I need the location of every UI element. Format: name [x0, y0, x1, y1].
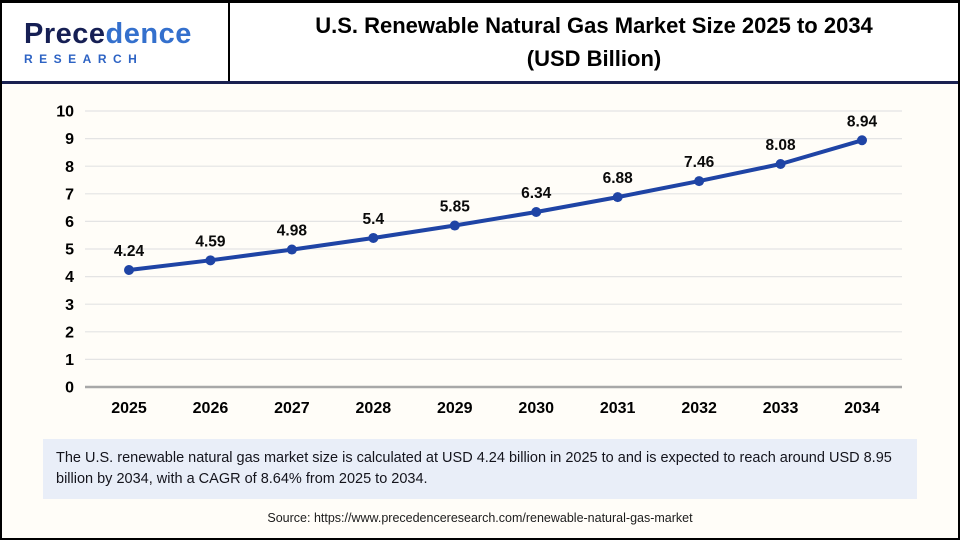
- y-tick-label: 1: [65, 352, 74, 369]
- y-tick-label: 2: [65, 324, 74, 341]
- logo-wordmark-end: dence: [105, 17, 192, 50]
- x-tick-label: 2031: [600, 400, 636, 417]
- data-point-label: 6.34: [521, 185, 552, 202]
- page-title: U.S. Renewable Natural Gas Market Size 2…: [230, 3, 958, 81]
- summary-text: The U.S. renewable natural gas market si…: [56, 450, 892, 488]
- logo-wordmark-start: Prece: [24, 17, 106, 50]
- title-line-2: (USD Billion): [526, 46, 662, 71]
- x-tick-label: 2034: [844, 400, 880, 417]
- x-tick-label: 2028: [356, 400, 392, 417]
- y-tick-label: 7: [65, 186, 74, 203]
- y-tick-label: 6: [65, 214, 74, 231]
- x-tick-label: 2027: [274, 400, 310, 417]
- x-tick-label: 2025: [111, 400, 147, 417]
- y-tick-label: 5: [65, 242, 74, 259]
- logo-subtitle: RESEARCH: [24, 51, 144, 66]
- data-point-marker: [531, 207, 542, 218]
- title-line-1: U.S. Renewable Natural Gas Market Size 2…: [315, 13, 873, 38]
- data-point-label: 8.94: [847, 113, 878, 130]
- data-point-marker: [775, 158, 786, 169]
- data-point-label: 4.98: [277, 223, 308, 240]
- header-divider: [2, 81, 958, 84]
- data-point-marker: [694, 176, 705, 187]
- y-tick-label: 0: [65, 380, 74, 397]
- data-point-label: 6.88: [603, 170, 634, 187]
- data-point-label: 5.4: [363, 211, 385, 228]
- x-tick-label: 2030: [518, 400, 554, 417]
- y-tick-label: 8: [65, 159, 74, 176]
- y-axis-labels: 0 1 2 3 4 5 6 7 8 9 10: [56, 104, 74, 397]
- x-tick-label: 2032: [681, 400, 717, 417]
- series-line: [127, 138, 864, 272]
- y-tick-label: 4: [65, 269, 74, 286]
- data-point-marker: [205, 255, 216, 266]
- logo: Precedence RESEARCH: [2, 3, 230, 81]
- data-labels: 4.24 4.59 4.98 5.4 5.85 6.34 6.88 7.46 8.08 8.94: [114, 113, 878, 260]
- market-size-line-chart: 0 1 2 3 4 5 6 7 8 9 10 2025 2026 2027 2028 2029 2030 2031…: [2, 84, 958, 438]
- data-point-marker: [449, 220, 460, 231]
- gridlines: [85, 110, 902, 389]
- data-point-marker: [368, 232, 379, 243]
- y-tick-label: 3: [65, 297, 74, 314]
- data-point-label: 8.08: [765, 137, 796, 154]
- data-point-marker: [612, 192, 623, 203]
- summary-box: The U.S. renewable natural gas market si…: [43, 439, 917, 500]
- line-chart-canvas: 0 1 2 3 4 5 6 7 8 9 10 2025 2026 2027 2028 2029 2030 2031…: [56, 104, 902, 417]
- data-point-label: 5.85: [440, 199, 471, 216]
- source-line: Source: https://www.precedenceresearch.c…: [267, 511, 693, 525]
- data-point-marker: [124, 264, 134, 275]
- data-point-label: 4.59: [195, 233, 226, 250]
- x-tick-label: 2033: [763, 400, 799, 417]
- data-point-label: 7.46: [684, 154, 715, 171]
- y-tick-label: 9: [65, 131, 74, 148]
- header: Precedence RESEARCH U.S. Renewable Natur…: [2, 3, 958, 81]
- data-point-label: 4.24: [114, 243, 145, 260]
- data-point-marker: [286, 244, 297, 255]
- data-point-marker: [857, 135, 867, 146]
- logo-wordmark: Precedence: [24, 17, 228, 50]
- x-tick-label: 2026: [193, 400, 229, 417]
- data-points: [124, 135, 867, 275]
- x-tick-label: 2029: [437, 400, 473, 417]
- x-axis-labels: 2025 2026 2027 2028 2029 2030 2031 2032 2033 2034: [111, 400, 880, 417]
- y-tick-label: 10: [56, 104, 74, 121]
